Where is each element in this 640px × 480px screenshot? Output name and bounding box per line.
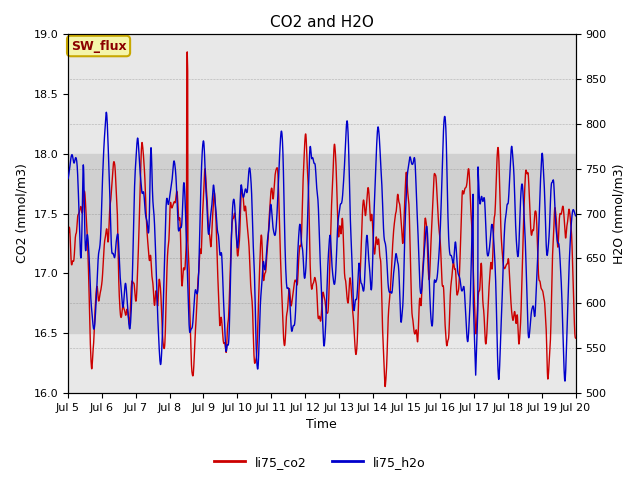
Legend: li75_co2, li75_h2o: li75_co2, li75_h2o (209, 451, 431, 474)
li75_co2 (541, 310, 549, 316)
li75_co2 (184, 49, 191, 55)
li75_co2 (348, 288, 355, 294)
li75_co2 (470, 270, 477, 276)
li75_co2 (527, 231, 535, 237)
li75_co2 (206, 233, 214, 239)
Line: li75_h2o: li75_h2o (68, 112, 575, 381)
Y-axis label: H2O (mmol/m3): H2O (mmol/m3) (612, 163, 625, 264)
Bar (68, 154, 575, 333)
li75_co2 (64, 232, 72, 238)
Title: CO2 and H2O: CO2 and H2O (270, 15, 374, 30)
li75_h2o (348, 241, 355, 247)
Text: SW_flux: SW_flux (71, 39, 126, 52)
li75_h2o (64, 176, 72, 181)
li75_h2o (206, 222, 214, 228)
li75_h2o (102, 109, 110, 115)
Line: li75_co2: li75_co2 (68, 52, 575, 386)
li75_h2o (572, 213, 579, 219)
Y-axis label: CO2 (mmol/m3): CO2 (mmol/m3) (15, 164, 28, 264)
li75_co2 (337, 226, 344, 231)
li75_co2 (381, 384, 389, 389)
li75_h2o (469, 192, 477, 197)
li75_co2 (572, 335, 579, 341)
li75_h2o (541, 204, 549, 210)
li75_h2o (337, 202, 344, 208)
li75_h2o (561, 378, 569, 384)
X-axis label: Time: Time (307, 419, 337, 432)
li75_h2o (527, 313, 535, 319)
